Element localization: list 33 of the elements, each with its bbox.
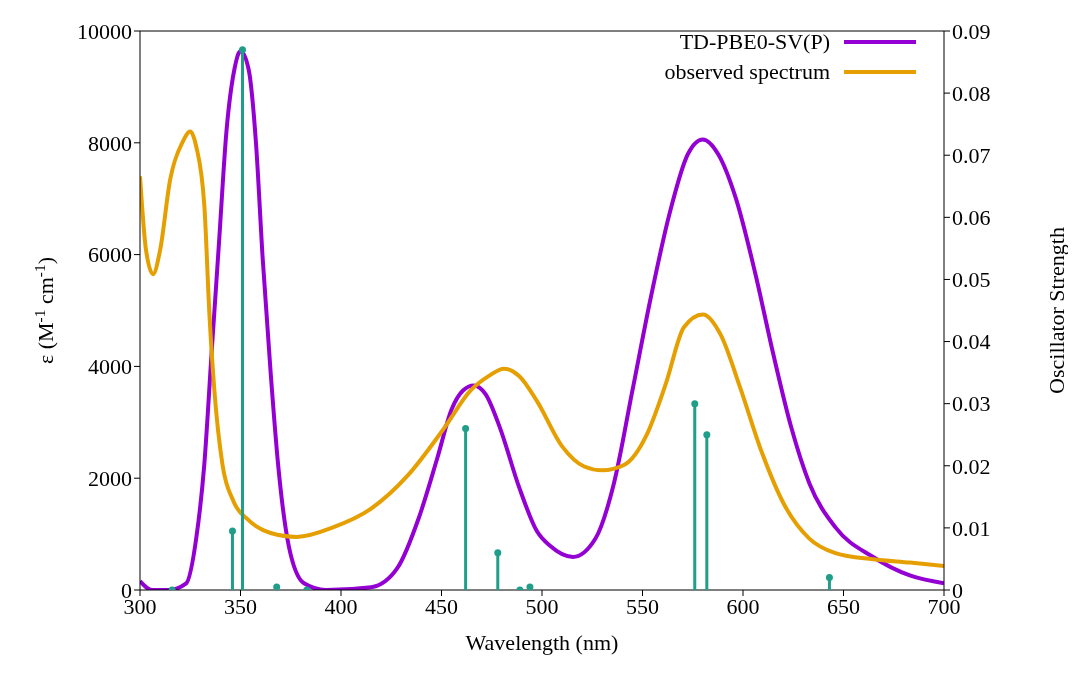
line-series — [140, 129, 944, 568]
y2-tick-label: 0.01 — [952, 515, 991, 541]
legend-label: observed spectrum — [664, 59, 830, 85]
point — [494, 549, 502, 557]
y2-tick-label: 0.04 — [952, 329, 991, 355]
y2-axis-title: Oscillator Strength — [1043, 227, 1069, 394]
x-axis-title: Wavelength (nm) — [465, 630, 619, 655]
y2-tick-label: 0.06 — [952, 205, 991, 231]
point — [691, 400, 699, 408]
point — [703, 431, 711, 439]
y2-tick-label: 0.05 — [952, 267, 991, 293]
point — [239, 46, 247, 54]
y2-tick-label: 0.07 — [952, 143, 991, 169]
y-tick-label: 8000 — [88, 130, 132, 156]
x-tick-label: 500 — [525, 593, 559, 619]
point — [228, 527, 236, 535]
y2-tick-label: 0.09 — [952, 18, 991, 44]
y-tick-label: 4000 — [88, 354, 132, 380]
point — [825, 574, 833, 582]
y2-tick-label: 0.08 — [952, 80, 991, 106]
legend-label: TD-PBE0-SV(P) — [679, 29, 830, 55]
x-tick-label: 600 — [726, 593, 760, 619]
x-tick-label: 550 — [626, 593, 659, 619]
x-tick-label: 400 — [324, 593, 358, 619]
y2-tick-label: 0.03 — [952, 391, 991, 417]
y-tick-label: 6000 — [88, 242, 132, 268]
y2-tick-label: 0.02 — [952, 453, 991, 479]
x-tick-label: 650 — [827, 593, 860, 619]
point — [462, 425, 470, 433]
y-tick-label: 10000 — [77, 18, 132, 44]
y-tick-label: 2000 — [88, 466, 132, 492]
x-tick-label: 450 — [425, 593, 458, 619]
x-tick-label: 350 — [224, 593, 257, 619]
